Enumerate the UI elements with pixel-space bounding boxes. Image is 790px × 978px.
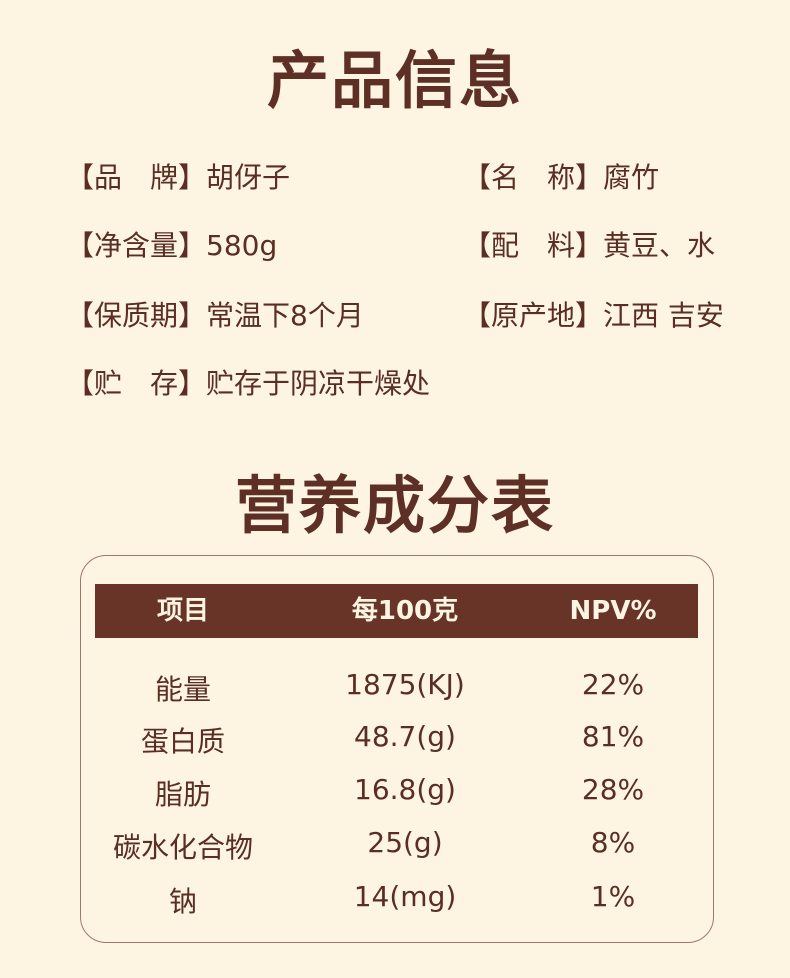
nutrient-name: 蛋白质 [140, 725, 225, 758]
info-value: 贮存于阴凉干燥处 [206, 367, 431, 400]
info-name: 【名 称】腐竹 [463, 156, 659, 196]
nutrient-name: 脂肪 [154, 778, 211, 811]
nutrient-npv: 81% [581, 720, 645, 753]
info-value: 常温下8个月 [206, 299, 364, 332]
nutrient-npv: 1% [590, 880, 636, 913]
product-info-title: 产品信息 [266, 44, 523, 117]
nutrient-amount: 14(mg) [353, 880, 457, 913]
info-value: 黄豆、水 [603, 229, 716, 262]
info-label: 【名 称】 [463, 161, 604, 194]
header-item: 项目 [156, 596, 209, 626]
info-label: 【净含量】 [66, 229, 207, 262]
info-ingredients: 【配 料】黄豆、水 [463, 224, 715, 264]
nutrient-name: 钠 [168, 885, 197, 918]
nutrient-amount: 1875(KJ) [345, 668, 465, 701]
info-label: 【原产地】 [463, 299, 604, 332]
info-value: 腐竹 [603, 161, 660, 194]
info-label: 【品 牌】 [66, 161, 207, 194]
info-label: 【配 料】 [463, 229, 604, 262]
nutrition-table-header [95, 584, 698, 638]
header-per-100g: 每100克 [351, 596, 459, 626]
nutrient-amount: 48.7(g) [354, 720, 456, 753]
nutrient-amount: 16.8(g) [354, 773, 456, 806]
info-brand: 【品 牌】胡伢子 [66, 156, 290, 196]
nutrition-table-frame [80, 555, 714, 943]
info-shelf-life: 【保质期】常温下8个月 [66, 294, 364, 334]
nutrition-title: 营养成分表 [234, 469, 555, 542]
header-npv: NPV% [569, 596, 657, 626]
info-storage: 【贮 存】贮存于阴凉干燥处 [66, 362, 430, 402]
nutrient-npv: 8% [590, 826, 636, 859]
info-value: 580g [206, 229, 278, 262]
nutrient-name: 能量 [154, 673, 211, 706]
info-label: 【保质期】 [66, 299, 207, 332]
nutrient-npv: 28% [581, 773, 645, 806]
info-value: 胡伢子 [206, 161, 291, 194]
nutrient-npv: 22% [581, 668, 645, 701]
nutrient-amount: 25(g) [367, 826, 443, 859]
info-label: 【贮 存】 [66, 367, 207, 400]
nutrient-name: 碳水化合物 [112, 831, 253, 864]
info-origin: 【原产地】江西 吉安 [463, 294, 724, 334]
info-value: 江西 吉安 [603, 299, 724, 332]
info-net-weight: 【净含量】580g [66, 224, 277, 264]
